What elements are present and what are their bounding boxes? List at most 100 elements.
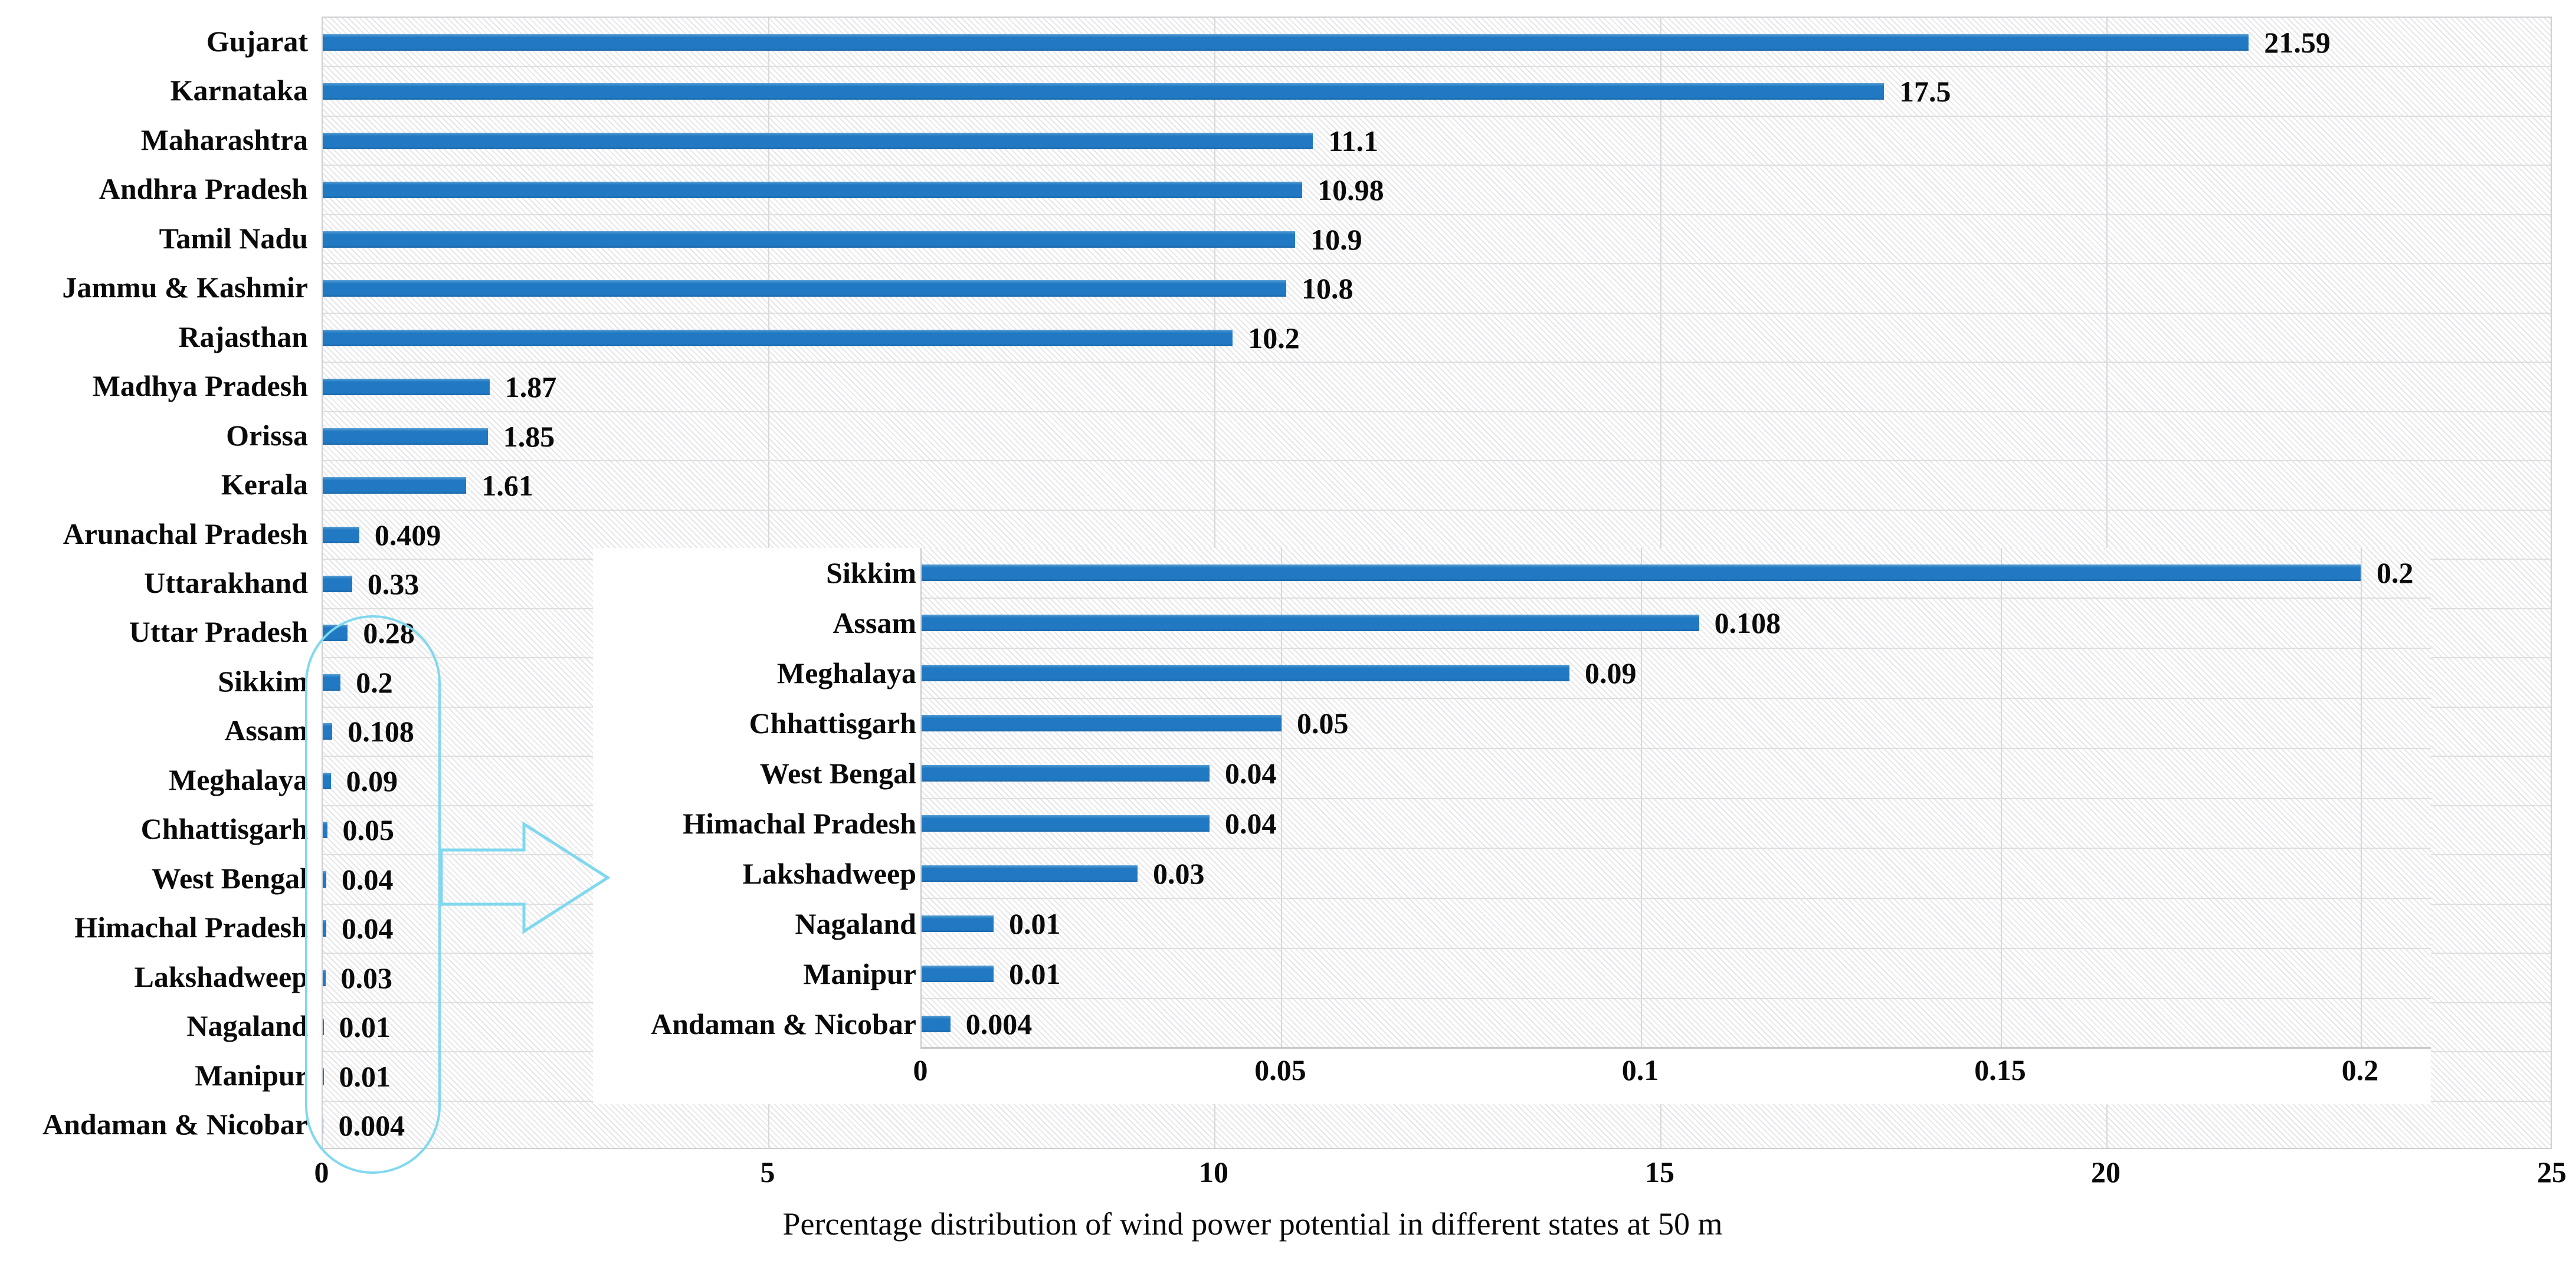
value-label: 0.33 (367, 567, 419, 600)
category-label: Maharashtra (140, 123, 308, 156)
row-separator (922, 898, 2431, 900)
bar (922, 715, 1282, 732)
x-tick-label: 0 (913, 1053, 928, 1087)
category-label: Nagaland (186, 1009, 308, 1043)
bar (323, 969, 326, 986)
main-x-axis: 0 5 10 15 20 25 (0, 1155, 2576, 1196)
x-tick-label: 15 (1645, 1156, 1674, 1189)
bar (323, 920, 327, 937)
category-label: Chhattisgarh (749, 707, 916, 740)
category-label: Jammu & Kashmir (62, 271, 308, 304)
category-row: Tamil Nadu (0, 214, 308, 262)
x-tick-label: 20 (2091, 1156, 2121, 1189)
category-label: Lakshadweep (742, 856, 916, 890)
bar-row: 0.04 (323, 904, 2551, 953)
x-tick-label: 10 (1199, 1156, 1228, 1189)
bar-row: 0.108 (323, 707, 2551, 756)
x-tick-label: 0.05 (1254, 1053, 1306, 1087)
category-row: Assam (593, 598, 916, 648)
inset-category-labels: Sikkim Assam Meghalaya Chhattisgarh West Ben… (593, 548, 916, 1049)
value-label: 0.04 (1225, 806, 1277, 840)
category-label: Assam (224, 714, 308, 747)
category-label: Manipur (195, 1058, 308, 1092)
category-row: Kerala (0, 459, 308, 508)
bar (323, 428, 488, 445)
bar (323, 772, 331, 789)
value-label: 0.01 (339, 1010, 391, 1044)
x-tick-label: 0.1 (1621, 1053, 1659, 1087)
value-label: 0.409 (374, 518, 441, 552)
category-row: Lakshadweep (593, 848, 916, 898)
bar (323, 182, 1303, 199)
row-separator (323, 411, 2551, 412)
category-label: Rajasthan (178, 320, 308, 353)
category-row: Arunachal Pradesh (0, 509, 308, 558)
bar-row: 0.409 (323, 510, 2551, 559)
bar (323, 132, 1313, 149)
bar-row: 1.85 (323, 412, 2551, 461)
value-label: 0.108 (1714, 606, 1781, 640)
value-label: 0.01 (1009, 907, 1061, 940)
category-label: Meghalaya (776, 657, 916, 690)
value-label: 0.09 (346, 764, 398, 797)
row-separator (922, 848, 2431, 849)
value-label: 21.59 (2264, 25, 2331, 59)
x-tick-label: 0.2 (2341, 1053, 2379, 1087)
category-label: Andhra Pradesh (99, 172, 308, 206)
value-label: 1.61 (481, 469, 533, 503)
x-tick-label: 25 (2537, 1156, 2567, 1189)
bar-row: 0.01 (323, 1052, 2551, 1101)
category-row: Orissa (0, 411, 308, 459)
value-label: 0.004 (965, 1007, 1033, 1040)
value-label: 17.5 (1899, 75, 1951, 109)
value-label: 1.85 (503, 419, 555, 453)
value-label: 10.9 (1310, 222, 1362, 256)
bar-row: 0.03 (922, 848, 2431, 898)
bar (323, 871, 327, 888)
zoom-arrow-icon (440, 821, 611, 934)
value-label: 0.04 (342, 912, 394, 946)
row-separator (922, 747, 2431, 749)
category-row: West Bengal (593, 749, 916, 799)
bar (922, 965, 994, 982)
value-label: 0.09 (1585, 657, 1637, 690)
category-row: Chhattisgarh (0, 805, 308, 854)
bar-row: 17.5 (323, 67, 2551, 116)
category-label: Arunachal Pradesh (63, 517, 308, 550)
bar (922, 915, 994, 932)
category-row: Madhya Pradesh (0, 361, 308, 410)
value-label: 0.01 (1009, 957, 1061, 990)
bar (323, 575, 352, 592)
bar-row: 0.33 (323, 559, 2551, 608)
category-row: Lakshadweep (0, 952, 308, 1001)
row-separator (323, 165, 2551, 166)
category-row: Andaman & Nicobar (0, 1100, 308, 1149)
bar (323, 34, 2249, 51)
category-row: Andaman & Nicobar (593, 999, 916, 1049)
inset-plot-area: 0.2 0.108 0.09 0.05 0.04 0.04 0.03 0.01 0.01 0.00… (920, 548, 2431, 1049)
category-row: Nagaland (0, 1002, 308, 1051)
bar (323, 526, 359, 543)
category-label: Manipur (803, 957, 916, 990)
category-label: Tamil Nadu (159, 221, 308, 255)
category-row: Gujarat (0, 17, 308, 65)
value-label: 10.98 (1318, 173, 1384, 207)
bar-row: 11.1 (323, 116, 2551, 165)
row-separator (922, 647, 2431, 649)
bar-row: 0.01 (922, 948, 2431, 999)
bar (323, 280, 1286, 297)
bar (323, 723, 333, 740)
category-label: Assam (833, 606, 916, 640)
gridline (2361, 548, 2362, 1047)
category-label: Lakshadweep (134, 960, 308, 993)
bar-row: 10.9 (323, 215, 2551, 264)
inset-x-axis: 0 0.05 0.1 0.15 0.2 (593, 1053, 2431, 1104)
value-label: 11.1 (1328, 124, 1379, 157)
value-label: 0.03 (340, 961, 393, 994)
bar-row: 0.05 (323, 806, 2551, 855)
value-label: 0.01 (339, 1059, 391, 1093)
row-separator (922, 948, 2431, 950)
category-label: West Bengal (151, 861, 308, 895)
bar (323, 822, 327, 839)
category-label: Sikkim (218, 664, 308, 698)
